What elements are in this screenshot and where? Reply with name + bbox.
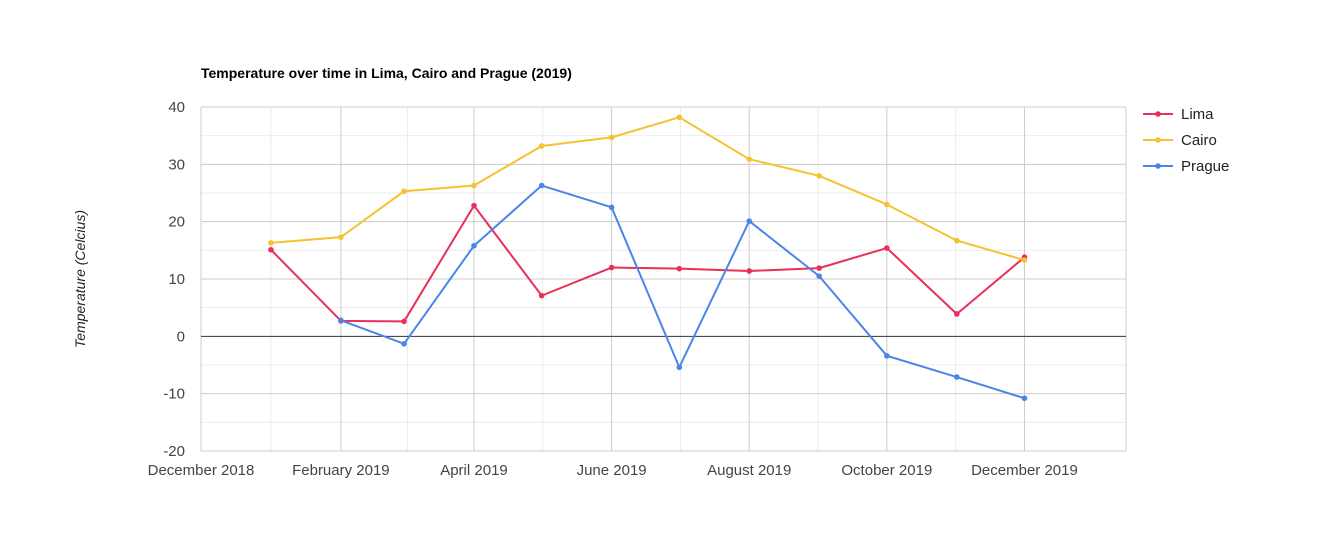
series-line-prague — [340, 184, 1025, 400]
data-point-prague — [538, 182, 545, 189]
data-point-lima — [538, 292, 545, 299]
data-point-lima — [401, 318, 407, 325]
data-point-prague — [676, 364, 683, 371]
data-point-cairo — [1021, 257, 1028, 263]
legend-item-cairo: Cairo — [1143, 132, 1217, 149]
legend-marker-lima — [1155, 111, 1161, 117]
data-point-lima — [746, 268, 753, 274]
legend-label-cairo: Cairo — [1181, 132, 1217, 149]
x-tick-label: December 2019 — [971, 462, 1078, 479]
major-gridlines — [200, 106, 1127, 452]
x-tick-label: June 2019 — [577, 462, 647, 479]
y-tick-label: 20 — [168, 214, 185, 231]
series-line-cairo — [270, 116, 1025, 262]
data-point-cairo — [884, 201, 890, 208]
data-point-cairo — [471, 182, 477, 189]
data-point-lima — [884, 245, 890, 251]
data-point-cairo — [268, 240, 274, 246]
data-point-lima — [953, 311, 960, 317]
data-point-cairo — [953, 237, 960, 244]
data-point-cairo — [538, 143, 545, 149]
data-point-cairo — [401, 188, 407, 195]
data-point-prague — [1021, 395, 1028, 402]
data-point-prague — [471, 242, 477, 249]
data-point-prague — [608, 204, 615, 211]
x-tick-label: December 2018 — [148, 462, 255, 479]
x-tick-label: August 2019 — [707, 462, 791, 479]
x-axis-ticks: December 2018 February 2019 April 2019 June… — [148, 462, 1078, 479]
series-cairo — [268, 114, 1028, 263]
legend-marker-cairo — [1155, 137, 1161, 143]
chart-title: Temperature over time in Lima, Cairo and… — [201, 65, 572, 81]
series-group — [268, 114, 1028, 402]
y-tick-label: -20 — [163, 443, 185, 460]
series-prague — [338, 182, 1028, 402]
data-point-cairo — [338, 234, 344, 240]
y-tick-label: 40 — [168, 99, 185, 116]
series-line-lima — [270, 204, 1026, 323]
y-tick-label: -10 — [163, 386, 185, 403]
data-point-prague — [953, 374, 960, 380]
y-tick-label: 0 — [177, 328, 185, 345]
legend-item-lima: Lima — [1143, 106, 1214, 123]
data-point-lima — [608, 264, 615, 271]
legend-item-prague: Prague — [1143, 158, 1229, 175]
y-axis-label: Temperature (Celcius) — [72, 210, 88, 348]
legend-label-prague: Prague — [1181, 158, 1229, 175]
data-point-lima — [676, 265, 683, 272]
data-point-lima — [268, 246, 274, 253]
legend: Lima Cairo Prague — [1143, 106, 1229, 175]
x-tick-label: February 2019 — [292, 462, 390, 479]
legend-label-lima: Lima — [1181, 106, 1214, 123]
data-point-lima — [816, 265, 822, 271]
x-tick-label: April 2019 — [440, 462, 508, 479]
data-point-prague — [746, 218, 753, 224]
data-point-lima — [471, 202, 477, 209]
x-tick-label: October 2019 — [841, 462, 932, 479]
y-tick-label: 30 — [168, 156, 185, 173]
legend-marker-prague — [1155, 163, 1161, 169]
y-axis-ticks: 40 30 20 10 0 -10 -20 — [163, 99, 185, 460]
series-lima — [268, 202, 1028, 325]
data-point-prague — [338, 317, 344, 324]
data-point-cairo — [816, 173, 822, 179]
data-point-cairo — [676, 114, 683, 121]
data-point-prague — [401, 340, 407, 347]
data-point-cairo — [608, 134, 615, 141]
data-point-cairo — [746, 156, 753, 162]
y-tick-label: 10 — [168, 271, 185, 288]
data-point-prague — [816, 273, 822, 279]
data-point-prague — [884, 353, 890, 359]
